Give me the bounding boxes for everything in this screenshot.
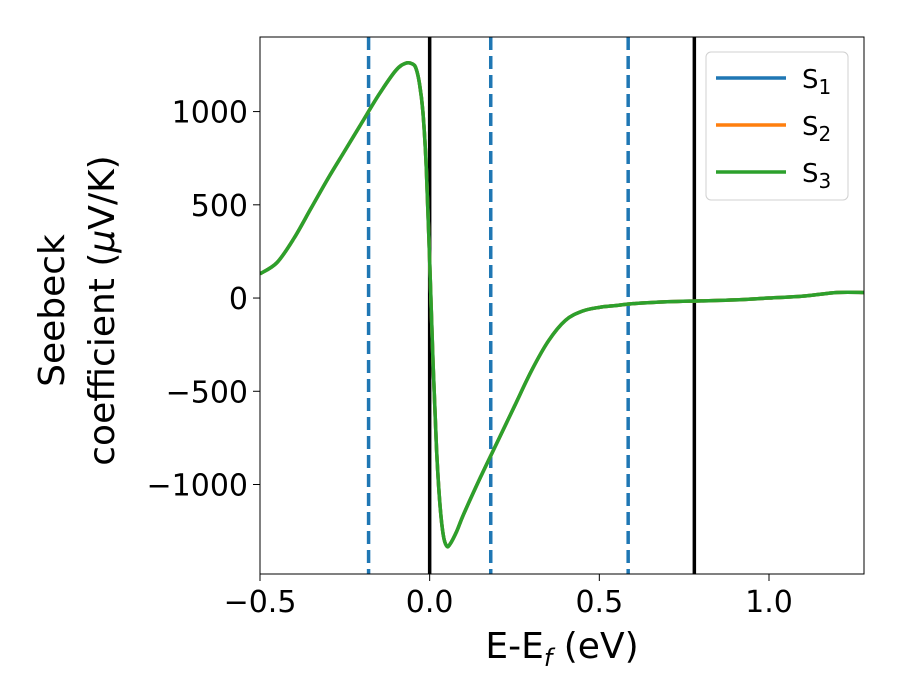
y-tick-label: −1000 xyxy=(147,469,248,504)
y-axis-label-line2: coefficient (μV/K) xyxy=(82,155,123,465)
y-tick-label: 1000 xyxy=(172,96,248,131)
y-axis-label-line2-post: V/K) xyxy=(82,155,123,229)
x-axis-label-main: E-E xyxy=(485,626,543,667)
y-axis-label-line2-pre: coefficient ( xyxy=(82,253,123,466)
legend-label-S1: S1 xyxy=(802,65,831,99)
reference-lines xyxy=(366,37,697,574)
y-axis-label-mu: μ xyxy=(82,230,123,254)
y-axis-label: Seebeck coefficient (μV/K) xyxy=(32,155,123,465)
y-axis-label-line1: Seebeck xyxy=(32,234,73,387)
y-tick-label: 500 xyxy=(191,189,248,224)
legend: S1 S2 S3 xyxy=(705,51,849,201)
plot-area-frame xyxy=(259,36,865,575)
series-line-S3 xyxy=(260,60,864,549)
x-tick-label: 1.0 xyxy=(745,585,793,620)
y-tick-label: 0 xyxy=(229,282,248,317)
x-axis-label-unit: (eV) xyxy=(552,626,638,667)
x-tick-label: 0.0 xyxy=(406,585,454,620)
x-tick-label: 0.5 xyxy=(575,585,623,620)
x-tick-label: −0.5 xyxy=(224,585,297,620)
axis-ticks: −0.5 0.0 0.5 1.0 −1000 −500 0 500 1000 xyxy=(147,96,793,620)
legend-label-S3: S3 xyxy=(802,159,831,193)
series-lines xyxy=(260,60,864,549)
legend-label-S2: S2 xyxy=(802,112,831,146)
y-tick-label: −500 xyxy=(166,375,248,410)
x-axis-label: E-Ef (eV) xyxy=(485,626,638,672)
